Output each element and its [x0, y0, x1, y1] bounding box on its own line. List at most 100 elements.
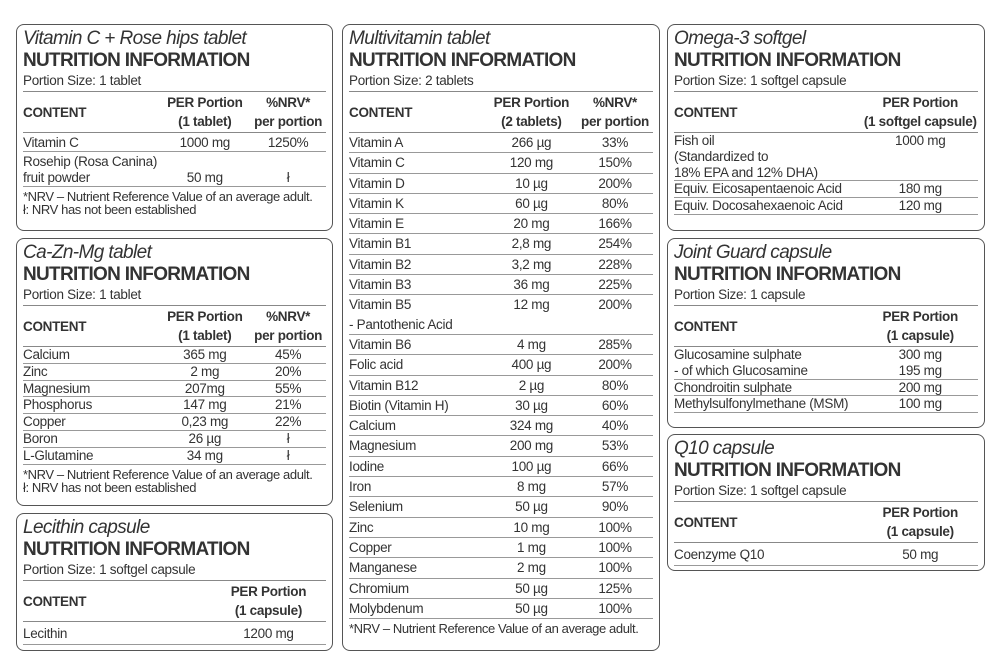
table-row: Folic acid 400 µg 200%: [349, 354, 653, 376]
nrv-percent: 200%: [576, 173, 653, 194]
nutrition-heading: NUTRITION INFORMATION: [674, 460, 901, 481]
product-title: Q10 capsule: [674, 438, 775, 459]
nrv-percent: 40%: [576, 415, 653, 437]
product-title: Lecithin capsule: [23, 517, 150, 538]
portion-size: Portion Size: 1 tablet: [23, 285, 326, 306]
amount-per-portion: 0,23 mg: [159, 413, 251, 431]
nutrition-heading: NUTRITION INFORMATION: [23, 264, 250, 285]
nutrient-name: Vitamin B3: [349, 274, 486, 296]
nutrition-table: CONTENT PER Portion (1 softgel capsule) Fi…: [674, 92, 978, 215]
amount-per-portion: 200 mg: [862, 379, 978, 397]
nutrition-heading: NUTRITION INFORMATION: [349, 50, 576, 71]
nutrient-name: Zinc: [23, 363, 160, 381]
column-header: CONTENT: [674, 92, 863, 133]
column-header: PER Portion (1 capsule): [210, 581, 326, 622]
nrv-percent: 90%: [576, 496, 653, 518]
portion-size: Portion Size: 1 capsule: [674, 285, 978, 306]
table-row: Iron 8 mg 57%: [349, 476, 653, 498]
nutrient-name: Coenzyme Q10: [674, 542, 863, 566]
amount-per-portion: 26 µg: [159, 430, 251, 448]
amount-per-portion: 4 mg: [485, 334, 577, 356]
nrv-percent: 60%: [576, 395, 653, 417]
column-header: CONTENT: [23, 92, 160, 133]
amount-per-portion: 10 mg: [485, 517, 577, 538]
amount-per-portion: 120 mg: [485, 152, 577, 174]
table-header-row: CONTENT PER Portion (1 tablet) %NRV* per p…: [23, 306, 326, 347]
table-header-row: CONTENT PER Portion (1 softgel capsule): [674, 92, 978, 133]
table-header-row: CONTENT PER Portion (1 capsule): [674, 502, 978, 543]
nutrient-name: Vitamin E: [349, 213, 486, 235]
column-header: %NRV* per portion: [576, 92, 653, 133]
nutrient-name: Vitamin D: [349, 173, 486, 194]
nutrition-table: CONTENT PER Portion (1 capsule) Coenzyme Q…: [674, 502, 978, 566]
amount-per-portion: 400 µg: [485, 354, 577, 376]
nrv-percent: 22%: [250, 413, 326, 431]
table-row: Coenzyme Q10 50 mg: [674, 542, 978, 566]
nutrition-heading: NUTRITION INFORMATION: [674, 264, 901, 285]
table-row: Chondroitin sulphate 200 mg: [674, 379, 978, 397]
table-header-row: CONTENT PER Portion (1 capsule): [23, 581, 326, 622]
nrv-percent: 20%: [250, 363, 326, 381]
nutrient-name: Methylsulfonylmethane (MSM): [674, 395, 863, 414]
table-row: Vitamin E 20 mg 166%: [349, 213, 653, 235]
nrv-percent: 228%: [576, 254, 653, 276]
amount-per-portion: 2 µg: [485, 375, 577, 396]
product-title: Joint Guard capsule: [674, 242, 832, 263]
nutrient-name: Calcium: [349, 415, 486, 437]
table-row: Equiv. Eicosapentaenoic Acid 180 mg: [674, 180, 978, 199]
amount-per-portion: 147 mg: [159, 396, 251, 415]
table-header-row: CONTENT PER Portion (1 capsule): [674, 306, 978, 347]
nrv-percent: 100%: [576, 517, 653, 538]
table-row: Molybdenum 50 µg 100%: [349, 598, 653, 620]
table-row: Glucosamine sulphate - of which Glucosam…: [674, 346, 978, 380]
table-row: Vitamin B12 2 µg 80%: [349, 375, 653, 396]
nrv-percent: 285%: [576, 334, 653, 356]
table-row: Vitamin B6 4 mg 285%: [349, 334, 653, 356]
table-row: Equiv. Docosahexaenoic Acid 120 mg: [674, 197, 978, 215]
amount-per-portion: 50 µg: [485, 598, 577, 620]
nutrient-name: Magnesium: [23, 380, 160, 398]
table-row: Vitamin C 120 mg 150%: [349, 152, 653, 174]
nutrient-name: Boron: [23, 430, 160, 448]
amount-per-portion: 207mg: [159, 380, 251, 398]
table-row: Copper 0,23 mg 22%: [23, 413, 326, 431]
amount-per-portion: 1000 mg: [862, 132, 978, 182]
table-row: Vitamin C 1000 mg 1250%: [23, 132, 326, 152]
nrv-percent: 100%: [576, 598, 653, 620]
amount-per-portion: 100 µg: [485, 456, 577, 478]
amount-per-portion: 12 mg: [485, 294, 577, 335]
amount-per-portion: 2 mg: [159, 363, 251, 381]
nutrient-name: Iron: [349, 476, 486, 498]
nrv-percent: 125%: [576, 578, 653, 599]
column-header: CONTENT: [23, 306, 160, 347]
nutrient-name: Fish oil (Standardized to 18% EPA and 12…: [674, 132, 863, 182]
nrv-percent: 45%: [250, 346, 326, 364]
nutrient-name: Rosehip (Rosa Canina) fruit powder: [23, 151, 160, 187]
nutrient-name: Selenium: [349, 496, 486, 518]
nutrient-name: Equiv. Docosahexaenoic Acid: [674, 197, 863, 215]
product-title: Vitamin C + Rose hips tablet: [23, 28, 247, 49]
nrv-percent: 80%: [576, 375, 653, 396]
amount-per-portion: 100 mg: [862, 395, 978, 414]
amount-per-portion: 180 mg: [862, 180, 978, 199]
nutrient-name: Calcium: [23, 346, 160, 364]
portion-size: Portion Size: 1 softgel capsule: [674, 71, 978, 92]
nutrient-name: Biotin (Vitamin H): [349, 395, 486, 417]
amount-per-portion: 1000 mg: [159, 132, 251, 152]
portion-size: Portion Size: 1 softgel capsule: [23, 560, 326, 581]
table-row: Phosphorus 147 mg 21%: [23, 396, 326, 415]
table-row: Lecithin 1200 mg: [23, 621, 326, 645]
nutrient-name: Zinc: [349, 517, 486, 538]
nutrition-table: CONTENT PER Portion (1 tablet) %NRV* per p…: [23, 306, 326, 465]
column-header: PER Portion (1 tablet): [159, 92, 251, 133]
portion-size: Portion Size: 2 tablets: [349, 71, 653, 92]
nutrient-name: Lecithin: [23, 621, 211, 645]
amount-per-portion: 1200 mg: [210, 621, 326, 645]
nrv-percent: ł: [250, 151, 326, 187]
amount-per-portion: 50 mg: [862, 542, 978, 566]
nutrient-name: Vitamin C: [349, 152, 486, 174]
column-header: CONTENT: [674, 502, 863, 543]
nutrition-panel: Lecithin capsule NUTRITION INFORMATION Por…: [16, 513, 333, 651]
nrv-percent: 80%: [576, 193, 653, 215]
amount-per-portion: 34 mg: [159, 447, 251, 465]
